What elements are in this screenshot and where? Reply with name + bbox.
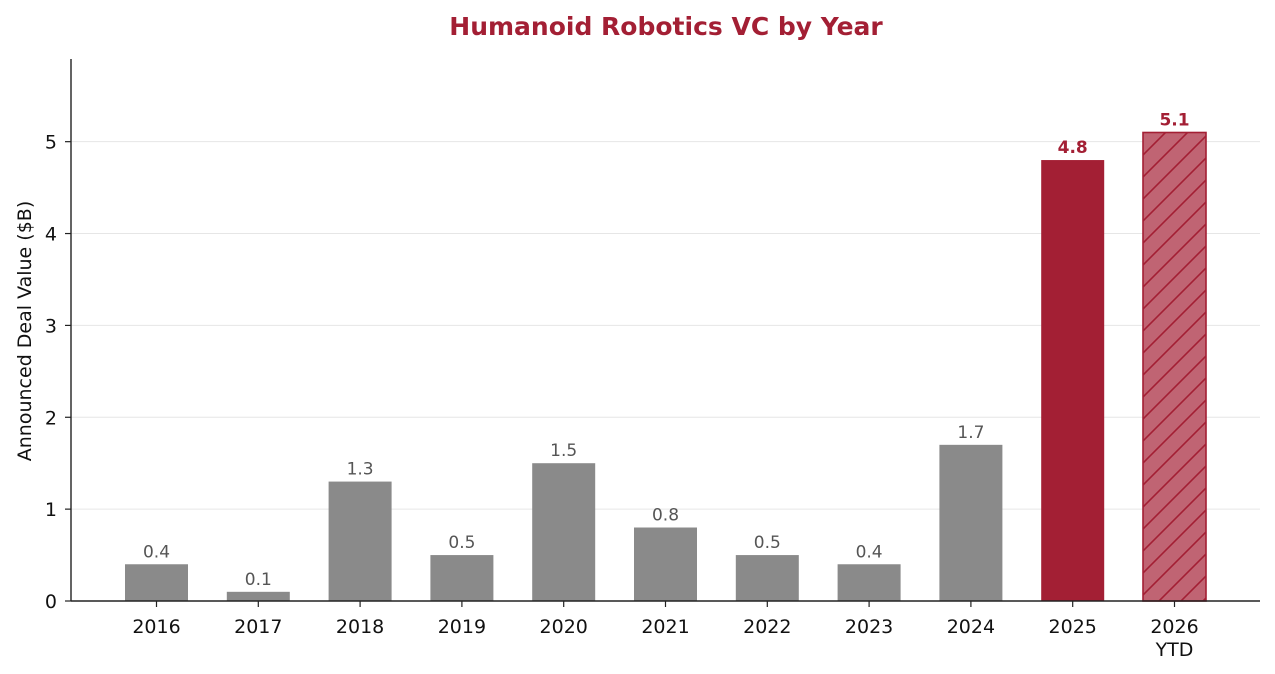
x-tick-label-2020: 2020 (540, 616, 588, 638)
value-label-2017: 0.1 (245, 570, 272, 590)
y-tick-label-3: 3 (45, 315, 57, 337)
bar-2025 (1041, 160, 1105, 601)
bar-2017 (226, 591, 290, 601)
bar-2022 (735, 555, 799, 601)
value-label-2025: 4.8 (1058, 138, 1088, 158)
bar-hatch-2026 (1142, 131, 1207, 602)
value-label-2022: 0.5 (754, 533, 781, 553)
value-label-2021: 0.8 (652, 506, 679, 526)
x-tick-label-2017: 2017 (234, 616, 282, 638)
x-tick-label-2016: 2016 (132, 616, 180, 638)
x-tick-label-2023: 2023 (845, 616, 893, 638)
x-tick-label-2024: 2024 (947, 616, 995, 638)
y-tick-label-0: 0 (45, 591, 57, 613)
chart-title: Humanoid Robotics VC by Year (449, 12, 883, 41)
y-tick-label-5: 5 (45, 132, 57, 154)
y-axis-label: Announced Deal Value ($B) (14, 201, 36, 461)
bars (125, 131, 1207, 602)
bar-2021 (634, 527, 697, 601)
y-tick-label-2: 2 (45, 407, 57, 429)
x-tick-label-2022: 2022 (743, 616, 791, 638)
bar-2019 (430, 555, 494, 601)
value-label-2020: 1.5 (550, 441, 577, 461)
x-tick-label-2021: 2021 (641, 616, 689, 638)
x-tick-label-2025: 2025 (1049, 616, 1097, 638)
bar-2024 (939, 444, 1003, 601)
bar-2016 (125, 564, 188, 601)
x-tick-label-2019: 2019 (438, 616, 486, 638)
bar-2018 (328, 481, 392, 601)
value-label-2023: 0.4 (856, 542, 883, 562)
value-label-2026: 5.1 (1159, 110, 1189, 130)
x-tick-labels: 2016 2017 2018 2019 2020 2021 2022 2023 2024 2025… (132, 601, 1199, 661)
value-label-2024: 1.7 (957, 423, 984, 443)
x-tick-label-2026: 2026 YTD (1150, 616, 1198, 661)
y-tick-label-4: 4 (45, 224, 57, 246)
x-tick-label-2018: 2018 (336, 616, 384, 638)
value-label-2019: 0.5 (448, 533, 475, 553)
y-tick-labels: 0 1 2 3 4 5 (45, 132, 71, 613)
value-labels: 0.4 0.1 1.3 0.5 1.5 0.8 0.5 0.4 1.7 4.8 5.1 (143, 110, 1190, 589)
value-label-2018: 1.3 (347, 460, 374, 480)
bar-2020 (532, 463, 596, 601)
y-tick-label-1: 1 (45, 499, 57, 521)
value-label-2016: 0.4 (143, 542, 170, 562)
bar-2023 (837, 564, 901, 601)
